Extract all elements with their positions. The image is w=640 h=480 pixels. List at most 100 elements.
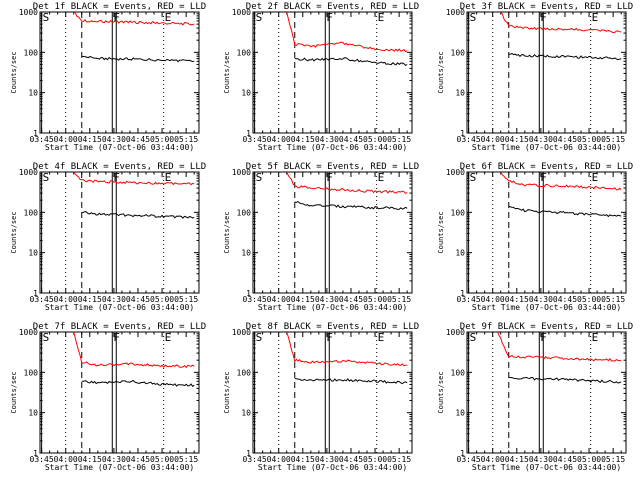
- y-tick-label: 1: [33, 129, 38, 138]
- marker-label: E: [378, 171, 385, 184]
- plot-frame: [252, 171, 413, 294]
- x-tick-label: 04:00: [481, 455, 505, 464]
- x-axis-label: Start Time (07-Oct-06 03:44:00): [45, 143, 194, 152]
- y-tick-label: 10: [455, 409, 465, 418]
- plot-frame: [252, 11, 413, 134]
- x-tick-label: 04:00: [54, 295, 78, 304]
- x-tick-label: 05:15: [387, 135, 411, 144]
- x-tick-label: 05:15: [174, 135, 198, 144]
- panel-title: Det 9f BLACK = Events, RED = LLD: [460, 322, 633, 332]
- marker-label: S: [43, 331, 50, 344]
- plot-frame: [252, 331, 413, 454]
- y-tick-label: 10: [241, 409, 251, 418]
- x-tick-label: 04:30: [315, 295, 339, 304]
- x-tick-label: 04:00: [267, 295, 291, 304]
- detector-panel-6: Det 6f BLACK = Events, RED = LLD 1 10 100 10…: [437, 162, 633, 312]
- marker-label: E: [165, 331, 172, 344]
- x-axis-label: Start Time (07-Oct-06 03:44:00): [258, 303, 407, 312]
- x-tick-label: 04:45: [339, 295, 363, 304]
- y-tick-label: 10: [241, 249, 251, 258]
- marker-label: S: [43, 171, 50, 184]
- panel-title: Det 4f BLACK = Events, RED = LLD: [33, 162, 206, 172]
- y-tick-label: 100: [24, 48, 39, 57]
- marker-label: S: [470, 331, 477, 344]
- y-tick-label: 1000: [446, 328, 465, 337]
- series-lld-line: [286, 331, 408, 367]
- y-tick-label: 1000: [232, 328, 251, 337]
- x-tick-label: 04:30: [102, 455, 126, 464]
- y-tick-label: 100: [237, 208, 252, 217]
- x-tick-label: 04:15: [78, 295, 102, 304]
- marker-label: E: [592, 171, 599, 184]
- series-lld-line: [497, 331, 622, 362]
- marker-label: E: [592, 331, 599, 344]
- x-tick-label: 04:45: [126, 135, 150, 144]
- x-tick-label: 03:45: [30, 455, 54, 464]
- x-tick-label: 04:15: [291, 295, 315, 304]
- series-events-line: [81, 210, 195, 219]
- series-lld-line: [286, 11, 408, 53]
- panel-title: Det 3f BLACK = Events, RED = LLD: [460, 2, 633, 12]
- marker-label: E: [165, 171, 172, 184]
- x-tick-label: 04:30: [315, 135, 339, 144]
- plot-frame: [39, 171, 200, 294]
- marker-label: F: [113, 171, 120, 184]
- x-tick-label: 04:15: [505, 135, 529, 144]
- x-tick-label: 05:00: [577, 295, 601, 304]
- x-tick-label: 05:00: [150, 455, 174, 464]
- x-tick-label: 04:45: [553, 295, 577, 304]
- detector-panel-9: Det 9f BLACK = Events, RED = LLD 1 10 100 10…: [437, 322, 633, 472]
- x-tick-label: 03:45: [457, 295, 481, 304]
- x-axis-label: Start Time (07-Oct-06 03:44:00): [258, 463, 407, 472]
- x-tick-label: 05:15: [601, 295, 625, 304]
- y-tick-label: 100: [237, 368, 252, 377]
- x-tick-label: 04:45: [553, 455, 577, 464]
- y-tick-label: 100: [451, 368, 466, 377]
- y-tick-label: 1: [246, 129, 251, 138]
- y-tick-label: 1: [460, 289, 465, 298]
- series-events-line: [294, 57, 408, 67]
- series-events-line: [81, 55, 195, 63]
- x-tick-label: 05:15: [174, 295, 198, 304]
- y-tick-label: 1: [460, 129, 465, 138]
- x-tick-label: 04:45: [339, 135, 363, 144]
- panel-title: Det 1f BLACK = Events, RED = LLD: [33, 2, 206, 12]
- x-tick-label: 04:15: [505, 295, 529, 304]
- marker-label: F: [540, 331, 547, 344]
- x-tick-label: 05:00: [577, 135, 601, 144]
- y-tick-label: 10: [455, 89, 465, 98]
- marker-label: E: [165, 11, 172, 24]
- y-axis-label: Counts/sec: [223, 371, 231, 413]
- x-tick-label: 05:00: [363, 295, 387, 304]
- x-tick-label: 03:45: [457, 455, 481, 464]
- x-tick-label: 04:30: [529, 455, 553, 464]
- x-tick-label: 04:30: [529, 135, 553, 144]
- panel-title: Det 6f BLACK = Events, RED = LLD: [460, 162, 633, 172]
- marker-label: E: [592, 11, 599, 24]
- x-tick-label: 05:15: [601, 455, 625, 464]
- detector-panel-8: Det 8f BLACK = Events, RED = LLD 1 10 100 10…: [223, 322, 419, 472]
- marker-label: S: [43, 11, 50, 24]
- detector-panel-7: Det 7f BLACK = Events, RED = LLD 1 10 100 10…: [10, 322, 206, 472]
- marker-label: S: [470, 11, 477, 24]
- y-tick-label: 1: [33, 289, 38, 298]
- marker-label: F: [326, 331, 333, 344]
- y-tick-label: 1: [246, 289, 251, 298]
- x-tick-label: 04:00: [267, 455, 291, 464]
- x-tick-label: 04:45: [339, 455, 363, 464]
- detector-panel-3: Det 3f BLACK = Events, RED = LLD 1 10 100 10…: [437, 2, 633, 152]
- series-events-line: [81, 379, 195, 387]
- marker-label: S: [256, 11, 263, 24]
- x-axis-label: Start Time (07-Oct-06 03:44:00): [45, 463, 194, 472]
- detector-panel-2: Det 2f BLACK = Events, RED = LLD 1 10 100 10…: [223, 2, 419, 152]
- y-tick-label: 100: [237, 48, 252, 57]
- y-tick-label: 1: [33, 449, 38, 458]
- marker-label: F: [540, 171, 547, 184]
- x-tick-label: 03:45: [243, 455, 267, 464]
- y-tick-label: 1: [460, 449, 465, 458]
- marker-label: F: [326, 171, 333, 184]
- x-axis-label: Start Time (07-Oct-06 03:44:00): [45, 303, 194, 312]
- marker-label: E: [378, 331, 385, 344]
- x-tick-label: 05:15: [387, 455, 411, 464]
